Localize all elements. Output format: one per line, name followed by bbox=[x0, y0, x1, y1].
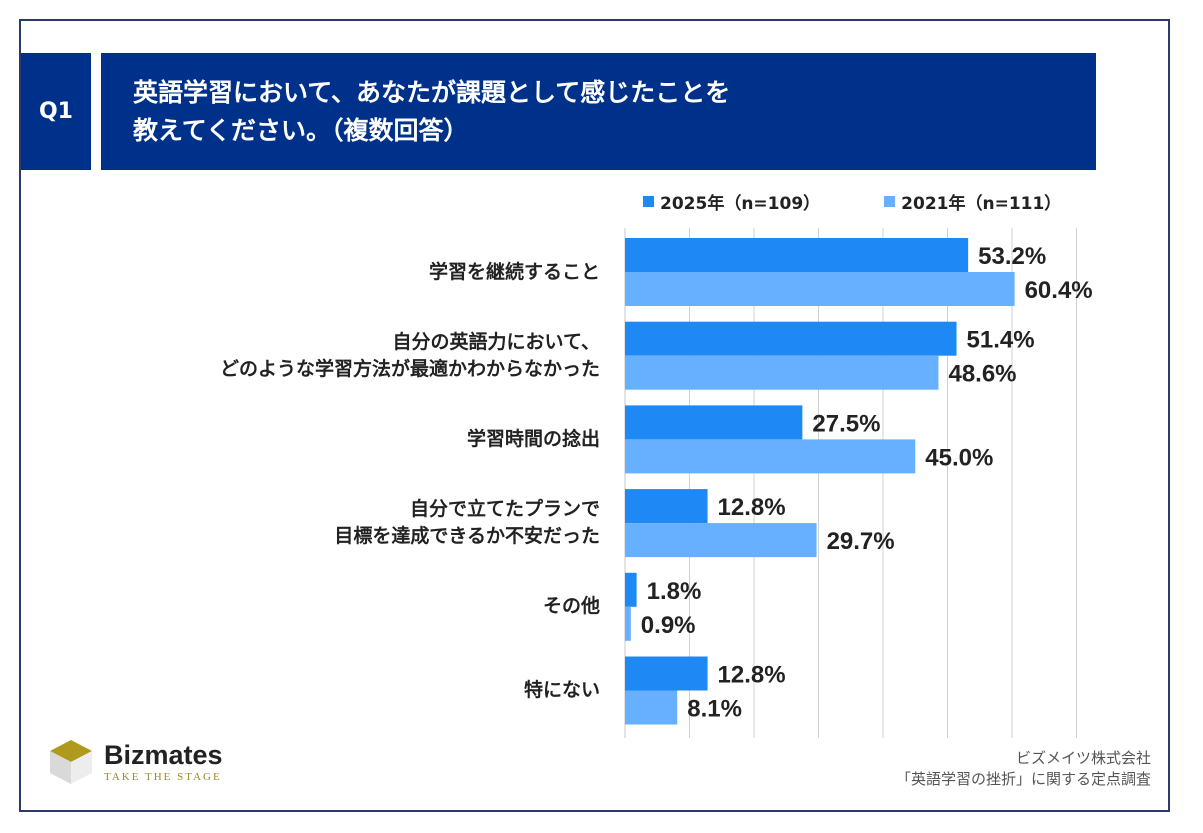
legend-swatch-2021 bbox=[884, 195, 896, 207]
bar-2021-cat-1 bbox=[625, 355, 939, 390]
category-label-0: 学習を継続すること bbox=[40, 259, 600, 286]
value-label-2025-cat-3: 12.8% bbox=[718, 494, 786, 521]
category-label-2: 学習時間の捻出 bbox=[40, 426, 600, 453]
value-label-2025-cat-2: 27.5% bbox=[812, 410, 880, 437]
category-label-3: 自分で立てたプランで目標を達成できるか不安だった bbox=[40, 496, 600, 550]
question-badge: Q1 bbox=[21, 53, 91, 170]
bar-2025-cat-4 bbox=[625, 572, 637, 607]
category-label-1-line-1: どのような学習方法が最適かわからなかった bbox=[219, 357, 600, 380]
value-label-2021-cat-1: 48.6% bbox=[948, 361, 1016, 388]
cube-logo-icon bbox=[50, 740, 92, 784]
logo-tagline: TAKE THE STAGE bbox=[104, 771, 222, 783]
category-label-1-line-0: 自分の英語力において、 bbox=[392, 330, 600, 353]
category-label-2-line-0: 学習時間の捻出 bbox=[466, 427, 600, 450]
value-label-2021-cat-5: 8.1% bbox=[687, 696, 742, 723]
value-label-2021-cat-3: 29.7% bbox=[827, 528, 895, 555]
bar-2021-cat-5 bbox=[625, 690, 678, 725]
source-company: ビズメイツ株式会社 bbox=[1015, 749, 1151, 767]
bar-2025-cat-2 bbox=[625, 405, 803, 440]
legend: 2025年（n=109） 2021年（n=111） bbox=[643, 187, 1125, 215]
legend-label-2025: 2025年（n=109） bbox=[660, 193, 821, 214]
legend-item-2021: 2021年（n=111） bbox=[884, 189, 1061, 214]
category-label-4: その他 bbox=[40, 593, 600, 620]
value-label-2025-cat-1: 51.4% bbox=[967, 327, 1035, 354]
category-label-4-line-0: その他 bbox=[542, 595, 600, 618]
question-title-line-2: 教えてください。（複数回答） bbox=[133, 116, 469, 145]
source-note: ビズメイツ株式会社 「英語学習の挫折」に関する定点調査 bbox=[896, 748, 1151, 790]
value-label-2021-cat-4: 0.9% bbox=[641, 612, 696, 639]
value-label-2025-cat-0: 53.2% bbox=[978, 243, 1046, 270]
bar-2021-cat-3 bbox=[625, 523, 817, 558]
question-title: 英語学習において、あなたが課題として感じたことを 教えてください。（複数回答） bbox=[101, 53, 1096, 170]
value-label-2025-cat-4: 1.8% bbox=[647, 578, 702, 605]
category-label-0-line-0: 学習を継続すること bbox=[428, 260, 600, 283]
value-label-2025-cat-5: 12.8% bbox=[718, 662, 786, 689]
category-label-3-line-0: 自分で立てたプランで bbox=[409, 498, 600, 521]
bar-2025-cat-0 bbox=[625, 238, 969, 272]
value-label-2021-cat-2: 45.0% bbox=[925, 444, 993, 471]
category-label-3-line-1: 目標を達成できるか不安だった bbox=[334, 525, 600, 548]
category-label-5-line-0: 特にない bbox=[523, 679, 600, 701]
bar-2025-cat-5 bbox=[625, 656, 708, 691]
category-label-5: 特にない bbox=[40, 677, 600, 704]
legend-label-2021: 2021年（n=111） bbox=[901, 193, 1062, 214]
bar-2025-cat-1 bbox=[625, 321, 957, 356]
category-label-1: 自分の英語力において、どのような学習方法が最適かわからなかった bbox=[40, 329, 600, 383]
value-label-2021-cat-0: 60.4% bbox=[1025, 277, 1093, 304]
bizmates-logo: Bizmates TAKE THE STAGE bbox=[48, 738, 223, 786]
legend-item-2025: 2025年（n=109） bbox=[643, 189, 820, 214]
bar-2021-cat-0 bbox=[625, 272, 1015, 306]
bar-2021-cat-4 bbox=[625, 606, 631, 641]
legend-swatch-2025 bbox=[643, 195, 654, 207]
logo-name: Bizmates bbox=[104, 740, 223, 770]
bar-2021-cat-2 bbox=[625, 439, 916, 474]
source-survey: 「英語学習の挫折」に関する定点調査 bbox=[895, 770, 1151, 788]
question-title-line-1: 英語学習において、あなたが課題として感じたことを bbox=[133, 78, 731, 107]
bar-2025-cat-3 bbox=[625, 489, 708, 524]
